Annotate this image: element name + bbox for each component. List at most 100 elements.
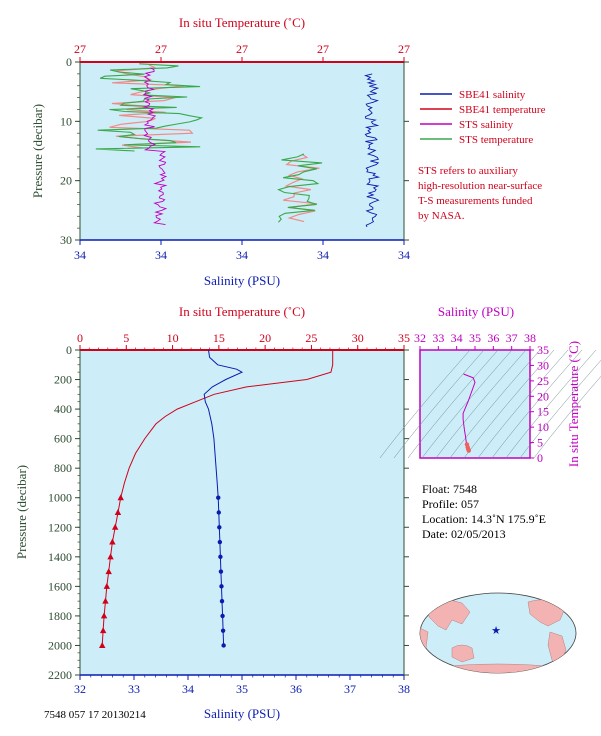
main-y-tick-label: 400 [54,402,72,416]
main-top-tick-label: 5 [123,331,129,345]
temperature-marker [111,523,119,530]
main-top-tick-label: 35 [398,331,410,345]
main-y-tick-label: 1400 [48,550,72,564]
main-panel-bottom-axis-label: Salinity (PSU) [204,706,280,721]
top-panel-y-tick-label: 0 [66,55,72,69]
ts-density-contour [449,349,541,459]
note-line: T-S measurements funded [418,195,533,207]
main-top-tick-label: 25 [305,331,317,345]
ts-top-tick-label: 33 [432,331,444,345]
float-info: Float: 7548 Profile: 057 Location: 14.3˚… [422,482,546,541]
ts-deep-marker [466,448,471,453]
float-id: Float: 7548 [422,482,477,496]
top-panel-bottom-tick-label: 34 [236,248,248,262]
top-panel-top-tick-label: 27 [398,42,410,56]
top-panel-bottom-axis-label: Salinity (PSU) [204,273,280,288]
footer-code: 7548 057 17 20130214 [44,709,146,721]
note-line: high-resolution near-surface [418,180,542,192]
main-bottom-tick-label: 37 [344,682,356,696]
main-top-tick-label: 0 [77,331,83,345]
profile-number: Profile: 057 [422,497,479,511]
top-panel-y-axis-label: Pressure (decibar) [30,104,45,198]
series-sbe41-salinity [363,73,381,228]
top-panel-bottom-tick-label: 34 [317,248,329,262]
top-panel-legend: SBE41 salinity SBE41 temperature STS salin… [420,89,546,146]
main-y-tick-label: 2200 [48,668,72,682]
main-panel-y-axis-label: Pressure (decibar) [14,465,29,559]
temperature-marker [114,509,122,515]
ts-right-tick-label: 30 [537,358,549,372]
salinity-marker [219,584,224,589]
top-panel-series [95,63,381,228]
ts-panel-right-axis-label: In situ Temperature (˚C) [566,341,581,467]
top-panel: In situ Temperature (˚C) Salinity (PSU) … [30,15,546,288]
ts-right-tick-label: 5 [537,436,543,450]
ts-top-tick-label: 32 [414,331,426,345]
ts-density-contour [407,349,499,459]
main-bottom-tick-label: 33 [128,682,140,696]
salinity-marker [218,569,224,574]
salinity-marker [216,510,221,515]
main-top-tick-label: 15 [213,331,225,345]
ts-density-contour [463,349,555,459]
main-y-tick-label: 1200 [48,520,72,534]
salinity-marker [221,643,226,648]
top-panel-top-tick-label: 27 [317,42,329,56]
main-bottom-tick-label: 38 [398,682,410,696]
ts-right-tick-label: 20 [537,389,549,403]
ts-top-tick-label: 37 [506,331,518,345]
temperature-marker [102,597,109,604]
main-bottom-tick-label: 35 [236,682,248,696]
main-panel-ticks: 0 5 10 15 20 25 30 35 32 33 34 35 36 37 38 0 200 400 600 80… [48,331,410,696]
ts-density-contours [379,349,601,459]
ts-right-tick-label: 15 [537,405,549,419]
main-y-tick-label: 2000 [48,638,72,652]
ts-right-tick-label: 25 [537,374,549,388]
main-bottom-tick-label: 32 [74,682,86,696]
legend-label: STS temperature [459,134,533,146]
top-panel-y-tick-label: 30 [60,233,72,247]
location: Location: 14.3˚N 175.9˚E [422,512,546,526]
salinity-marker [217,539,223,545]
top-panel-bottom-tick-label: 34 [398,248,410,262]
top-panel-top-tick-label: 27 [74,42,86,56]
note-line: STS refers to auxiliary [418,165,518,177]
top-panel-y-tick-label: 10 [60,114,72,128]
temperature-marker [109,538,116,545]
ts-density-contour [435,349,527,459]
main-y-tick-label: 800 [54,461,72,475]
ts-density-contour [519,359,601,459]
ts-right-tick-label: 10 [537,420,549,434]
series-sts-temperature [95,63,204,152]
world-map: ★ [419,592,577,674]
ts-panel: Salinity (PSU) In situ Temperature (˚C) … [379,304,601,467]
legend-label: STS salinity [459,119,514,131]
date: Date: 02/05/2013 [422,527,506,541]
ts-top-tick-label: 36 [487,331,499,345]
main-panel: In situ Temperature (˚C) Salinity (PSU) … [14,304,410,721]
main-top-tick-label: 20 [259,331,271,345]
map-australia [451,644,475,663]
ts-top-tick-label: 38 [524,331,536,345]
main-y-tick-label: 1800 [48,609,72,623]
ts-density-contour [379,349,471,459]
temperature-marker [105,568,112,575]
salinity-profile-line [203,349,244,646]
ts-panel-background [419,349,531,459]
ts-top-tick-label: 34 [451,331,463,345]
ts-density-contour [477,349,569,459]
top-panel-top-tick-label: 27 [236,42,248,56]
top-panel-bottom-tick-label: 34 [155,248,167,262]
ts-panel-top-axis-label: Salinity (PSU) [438,304,514,319]
temperature-marker [99,641,106,648]
main-panel-top-axis-label: In situ Temperature (˚C) [179,304,305,319]
main-y-tick-label: 200 [54,373,72,387]
salinity-marker [218,554,223,560]
main-y-tick-label: 600 [54,432,72,446]
ts-density-contour [491,349,583,459]
map-antarctica [429,663,567,673]
main-panel-background [80,350,404,675]
ts-density-contour [533,375,601,459]
